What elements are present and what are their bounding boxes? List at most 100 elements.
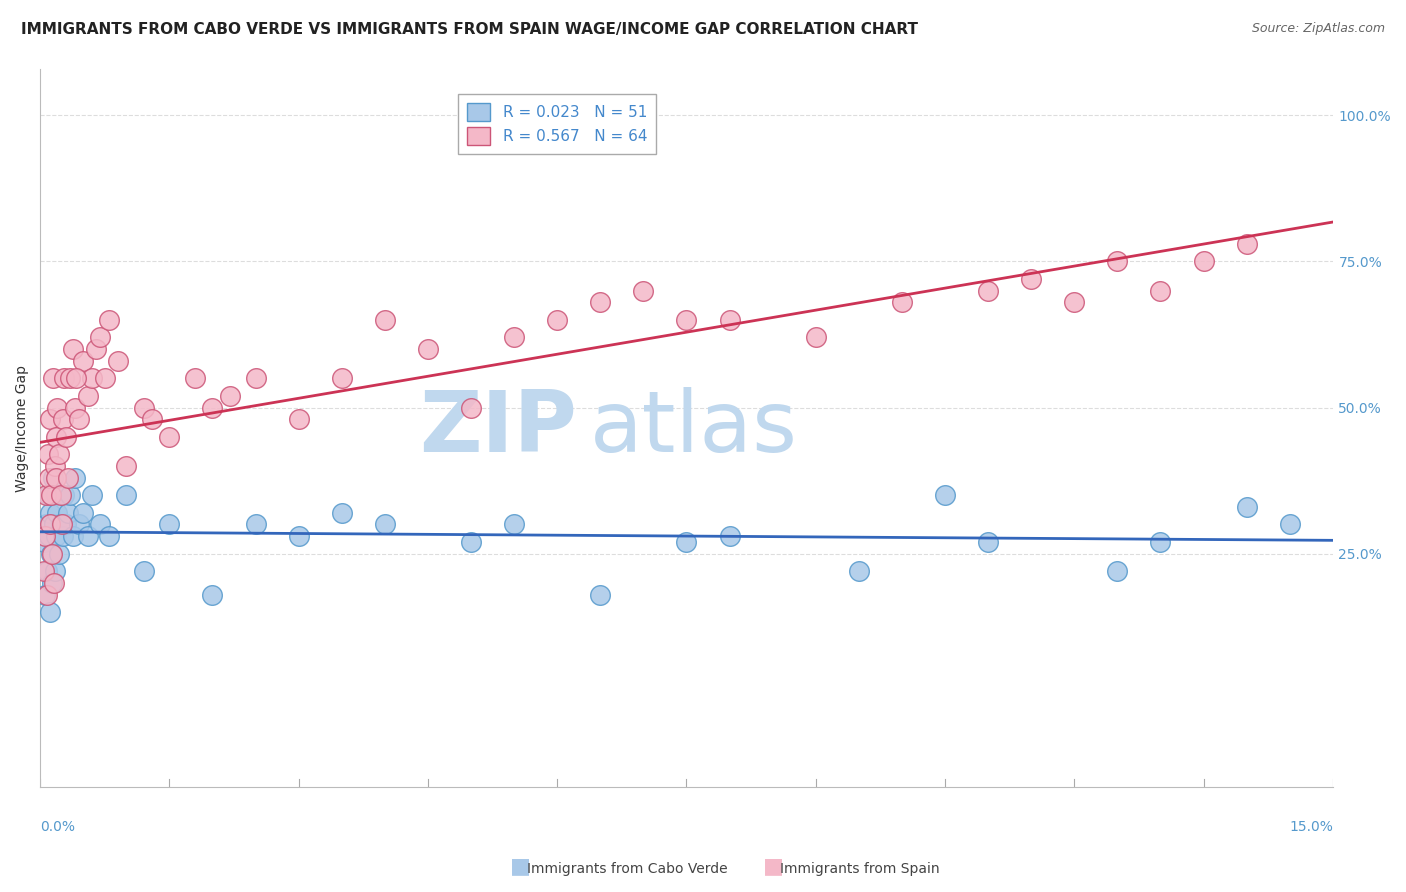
Point: [977, 284, 1000, 298]
Point: [1107, 564, 1129, 578]
Point: [589, 295, 612, 310]
Point: [39, 412, 62, 426]
Point: [35, 564, 58, 578]
Point: [38, 471, 60, 485]
Point: [675, 535, 697, 549]
Text: ■: ■: [510, 856, 530, 876]
Point: [1107, 254, 1129, 268]
Point: [42, 471, 65, 485]
Point: [718, 529, 741, 543]
Point: [38, 517, 60, 532]
Point: [330, 506, 353, 520]
Point: [1236, 236, 1258, 251]
Point: [48, 547, 70, 561]
Point: [503, 330, 526, 344]
Point: [41, 547, 63, 561]
Point: [45, 488, 67, 502]
Point: [718, 313, 741, 327]
Point: [460, 535, 482, 549]
Point: [56, 471, 79, 485]
Point: [67, 517, 90, 532]
Point: [37, 488, 59, 502]
Point: [157, 517, 180, 532]
Text: IMMIGRANTS FROM CABO VERDE VS IMMIGRANTS FROM SPAIN WAGE/INCOME GAP CORRELATION : IMMIGRANTS FROM CABO VERDE VS IMMIGRANTS…: [21, 22, 918, 37]
Point: [977, 535, 1000, 549]
Point: [98, 313, 121, 327]
Text: 0.0%: 0.0%: [41, 820, 75, 834]
Point: [934, 488, 956, 502]
Point: [72, 353, 94, 368]
Point: [42, 371, 65, 385]
Point: [141, 412, 163, 426]
Point: [890, 295, 912, 310]
Point: [245, 371, 267, 385]
Legend: R = 0.023   N = 51, R = 0.567   N = 64: R = 0.023 N = 51, R = 0.567 N = 64: [458, 95, 657, 153]
Point: [34, 529, 56, 543]
Point: [51, 517, 73, 532]
Point: [76, 389, 98, 403]
Point: [49, 517, 72, 532]
Point: [34, 588, 56, 602]
Text: ZIP: ZIP: [419, 386, 576, 469]
Point: [39, 488, 62, 502]
Point: [132, 564, 155, 578]
Point: [1149, 284, 1171, 298]
Point: [245, 517, 267, 532]
Point: [62, 529, 84, 543]
Text: ■: ■: [763, 856, 783, 876]
Point: [38, 529, 60, 543]
Point: [1236, 500, 1258, 514]
Point: [46, 506, 69, 520]
Point: [287, 412, 309, 426]
Point: [62, 342, 84, 356]
Point: [848, 564, 870, 578]
Point: [45, 471, 67, 485]
Text: atlas: atlas: [589, 386, 797, 469]
Point: [63, 471, 86, 485]
Point: [59, 371, 82, 385]
Point: [546, 313, 568, 327]
Point: [55, 517, 77, 532]
Point: [44, 458, 66, 473]
Point: [48, 447, 70, 461]
Point: [45, 529, 67, 543]
Point: [34, 564, 56, 578]
Text: 15.0%: 15.0%: [1289, 820, 1333, 834]
Point: [157, 430, 180, 444]
Point: [34, 535, 56, 549]
Text: Immigrants from Cabo Verde: Immigrants from Cabo Verde: [527, 862, 728, 876]
Point: [1063, 295, 1085, 310]
Point: [44, 564, 66, 578]
Point: [1278, 517, 1301, 532]
Point: [89, 330, 111, 344]
Point: [55, 430, 77, 444]
Point: [201, 401, 224, 415]
Point: [80, 488, 103, 502]
Point: [35, 488, 58, 502]
Text: Immigrants from Spain: Immigrants from Spain: [780, 862, 941, 876]
Point: [45, 430, 67, 444]
Point: [416, 342, 439, 356]
Point: [1149, 535, 1171, 549]
Point: [39, 547, 62, 561]
Point: [49, 488, 72, 502]
Y-axis label: Wage/Income Gap: Wage/Income Gap: [15, 365, 30, 491]
Point: [93, 371, 115, 385]
Point: [374, 517, 396, 532]
Point: [35, 517, 58, 532]
Point: [72, 506, 94, 520]
Point: [589, 588, 612, 602]
Point: [1019, 272, 1042, 286]
Point: [67, 412, 90, 426]
Point: [39, 506, 62, 520]
Point: [80, 371, 103, 385]
Point: [84, 342, 107, 356]
Point: [59, 488, 82, 502]
Point: [38, 605, 60, 619]
Point: [51, 412, 73, 426]
Point: [41, 575, 63, 590]
Point: [218, 389, 240, 403]
Point: [51, 529, 73, 543]
Point: [53, 488, 76, 502]
Point: [42, 517, 65, 532]
